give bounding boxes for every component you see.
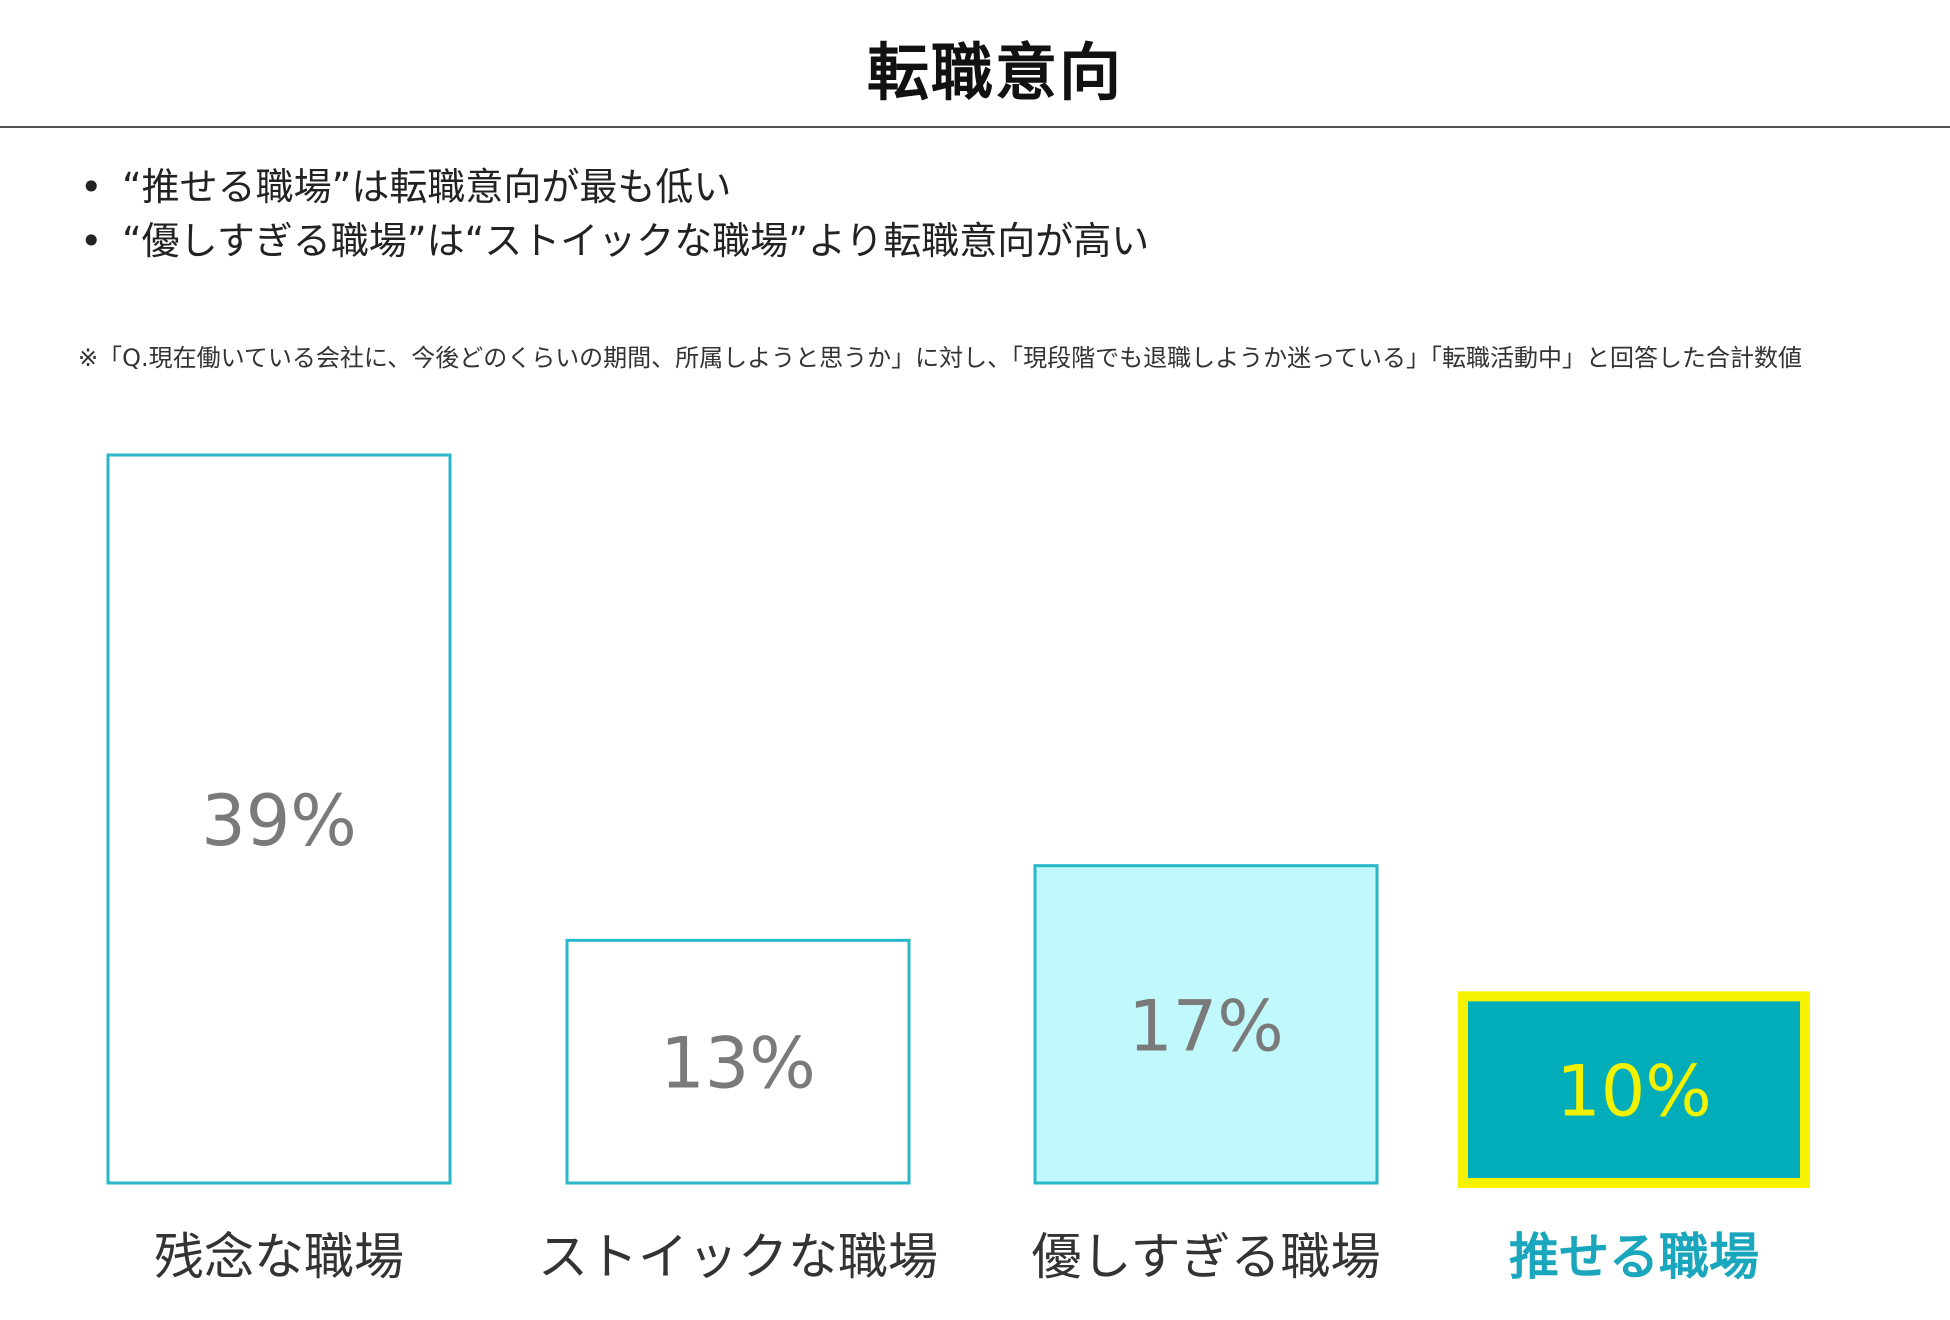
category-label: 残念な職場 [154,1228,404,1286]
category-label: ストイックな職場 [538,1228,938,1286]
bar-4 [1458,991,1810,1188]
bar-chart: 39% 残念な職場 13% ストイックな職場 17% 優しすぎる職場 10% 推せる職場 [106,453,1810,1286]
bar-3 [1033,864,1379,1185]
bullet-dot: • [80,165,103,209]
bar-1 [106,453,452,1185]
page-title: 転職意向 [866,36,1123,109]
summary-bullet-text: “推せる職場”は転職意向が最も低い [122,165,732,209]
bar-value-label: 39% [201,780,357,862]
bar-value-label: 10% [1556,1051,1712,1133]
summary-bullet-2: • “優しすぎる職場”は“ストイックな職場”より転職意向が高い [80,214,1149,268]
summary-bullet-text: “優しすぎる職場”は“ストイックな職場”より転職意向が高い [122,219,1150,263]
bar-value-label: 13% [660,1023,816,1105]
survey-footnote: ※「Q.現在働いている会社に、今後どのくらいの期間、所属しようと思うか」に対し、… [78,344,1802,372]
title-divider [0,126,1950,128]
summary-bullet-1: • “推せる職場”は転職意向が最も低い [80,160,1149,214]
summary-bullets: • “推せる職場”は転職意向が最も低い • “優しすぎる職場”は“ストイックな職… [80,160,1149,268]
bar-2 [565,938,911,1185]
category-label: 推せる職場 [1509,1228,1759,1286]
category-label: 優しすぎる職場 [1032,1228,1381,1286]
bullet-dot: • [80,219,103,263]
bar-value-label: 17% [1128,985,1284,1067]
